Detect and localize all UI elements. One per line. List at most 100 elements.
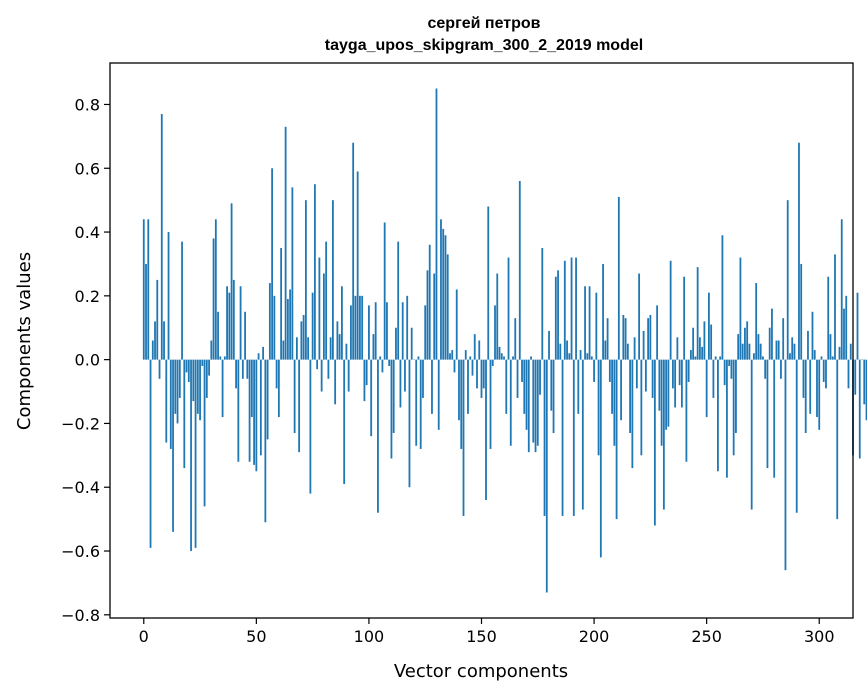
bar-123 — [419, 359, 422, 449]
bar-166 — [516, 359, 519, 398]
bar-209 — [613, 359, 616, 446]
bar-15 — [176, 359, 179, 424]
bar-225 — [649, 314, 652, 360]
bar-66 — [291, 187, 294, 360]
bar-74 — [309, 359, 312, 494]
chart-subtitle: tayga_upos_skipgram_300_2_2019 model — [325, 37, 643, 54]
bar-50 — [255, 359, 258, 472]
bar-299 — [816, 359, 818, 418]
bar-301 — [820, 356, 823, 360]
bar-314 — [849, 343, 852, 360]
bar-200 — [593, 359, 595, 382]
bar-269 — [748, 343, 751, 360]
bar-214 — [624, 318, 627, 360]
bar-162 — [507, 257, 510, 360]
bar-184 — [557, 270, 559, 360]
bar-228 — [656, 305, 659, 360]
bar-277 — [766, 359, 769, 469]
bar-102 — [372, 334, 375, 360]
bar-195 — [581, 359, 584, 510]
bar-147 — [473, 334, 476, 360]
bar-282 — [777, 340, 780, 360]
bar-119 — [410, 327, 413, 360]
bar-255 — [717, 359, 719, 472]
bar-241 — [685, 359, 688, 462]
bar-274 — [759, 343, 762, 360]
bar-262 — [732, 359, 735, 456]
bar-194 — [579, 350, 582, 360]
bar-136 — [449, 353, 451, 360]
bar-304 — [827, 276, 830, 360]
bar-202 — [597, 359, 600, 456]
bar-0 — [142, 219, 145, 360]
bar-258 — [723, 359, 726, 386]
bar-130 — [435, 88, 438, 360]
bar-300 — [818, 359, 821, 430]
bar-138 — [453, 359, 456, 373]
bar-313 — [847, 359, 850, 389]
bar-100 — [368, 305, 370, 360]
bar-219 — [635, 359, 638, 389]
bar-31 — [212, 238, 215, 360]
bar-237 — [676, 337, 679, 360]
bar-49 — [253, 359, 255, 465]
bar-223 — [644, 359, 647, 392]
bar-19 — [185, 359, 188, 373]
y-axis: −0.8 −0.6 −0.4 −0.2 0.0 0.2 0.4 0.6 0.8 — [61, 95, 110, 625]
bar-222 — [642, 330, 645, 360]
bar-67 — [293, 359, 296, 433]
bar-318 — [858, 359, 861, 459]
bar-17 — [181, 241, 183, 360]
bar-94 — [354, 295, 357, 360]
bar-306 — [831, 356, 834, 360]
bar-104 — [377, 359, 379, 513]
bar-121 — [415, 359, 418, 446]
bar-180 — [548, 330, 550, 360]
bar-211 — [617, 196, 620, 360]
bar-41 — [235, 359, 237, 389]
bar-128 — [431, 359, 433, 414]
bar-149 — [478, 340, 481, 360]
bar-85 — [334, 359, 337, 405]
bar-302 — [822, 359, 825, 382]
bar-317 — [856, 292, 859, 360]
bar-232 — [665, 359, 668, 430]
bar-152 — [485, 359, 487, 500]
bar-129 — [433, 273, 436, 360]
bar-28 — [205, 359, 208, 398]
bar-43 — [239, 286, 242, 360]
y-tick-label: −0.2 — [61, 414, 100, 433]
bar-27 — [203, 359, 206, 507]
bar-40 — [232, 279, 235, 360]
bar-233 — [667, 359, 670, 427]
bar-293 — [802, 359, 805, 398]
bar-278 — [768, 327, 771, 360]
bar-298 — [813, 350, 816, 360]
bar-155 — [491, 359, 494, 367]
bar-279 — [771, 308, 773, 360]
bar-213 — [622, 314, 625, 360]
y-tick-label: 0.6 — [75, 159, 100, 178]
bar-61 — [280, 248, 283, 360]
bar-53 — [262, 346, 264, 360]
bar-235 — [671, 359, 674, 389]
bar-8 — [160, 114, 163, 360]
bar-63 — [284, 126, 287, 360]
bar-46 — [246, 359, 249, 379]
bar-90 — [345, 343, 348, 360]
bar-250 — [705, 359, 708, 418]
bar-146 — [471, 359, 474, 376]
bar-34 — [219, 356, 222, 360]
bar-173 — [532, 359, 535, 443]
y-tick-label: −0.8 — [61, 606, 100, 625]
bar-197 — [586, 353, 589, 360]
bar-163 — [509, 359, 512, 446]
bar-294 — [804, 359, 807, 433]
bar-115 — [401, 302, 404, 360]
bar-320 — [863, 359, 866, 405]
bar-151 — [482, 359, 485, 389]
bar-247 — [699, 337, 701, 360]
bar-118 — [408, 359, 411, 488]
bar-303 — [825, 359, 827, 389]
bar-117 — [406, 295, 409, 360]
